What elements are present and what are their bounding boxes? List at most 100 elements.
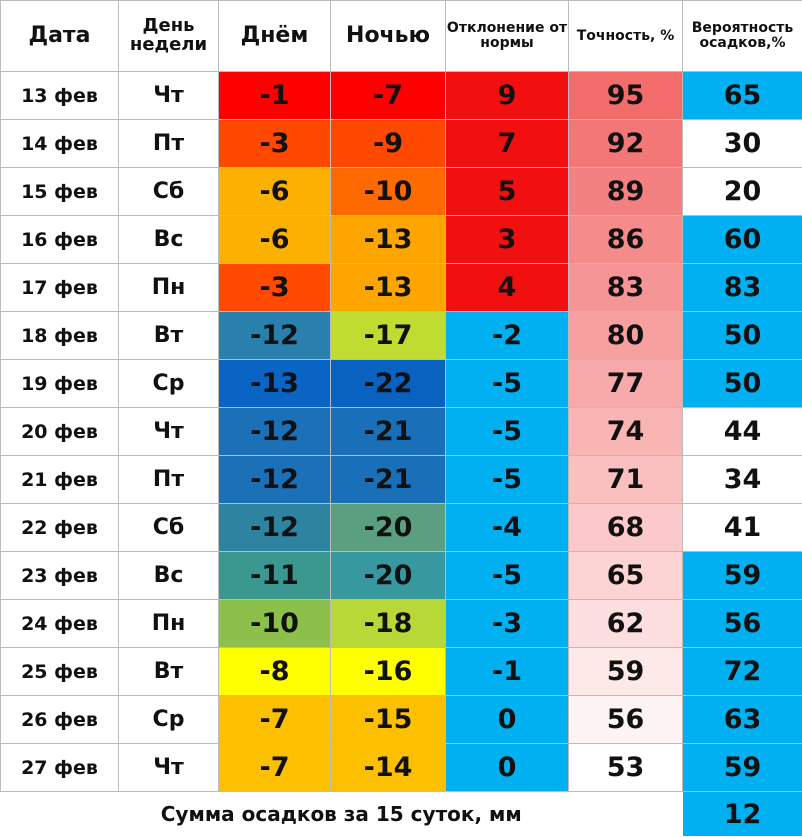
table-cell: 24 фев [1,600,119,648]
table-cell: -15 [331,696,446,744]
table-cell: -12 [219,456,331,504]
table-cell: Вт [119,648,219,696]
table-cell: -5 [446,552,569,600]
table-cell: 44 [683,408,802,456]
table-cell: Вс [119,216,219,264]
table-cell: -3 [446,600,569,648]
table-cell: 59 [683,744,802,792]
table-cell: 53 [569,744,683,792]
table-cell: -1 [219,72,331,120]
table-cell: 77 [569,360,683,408]
footer-value: 12 [683,792,802,837]
table-cell: 65 [683,72,802,120]
table-cell: -12 [219,408,331,456]
column-header: Днём [219,1,331,72]
table-cell: -5 [446,408,569,456]
table-cell: 59 [569,648,683,696]
table-cell: 22 фев [1,504,119,552]
table-cell: 23 фев [1,552,119,600]
table-cell: 30 [683,120,802,168]
table-cell: -2 [446,312,569,360]
table-cell: -6 [219,216,331,264]
table-cell: 86 [569,216,683,264]
table-cell: -10 [331,168,446,216]
column-header: Вероятность осадков,% [683,1,802,72]
table-cell: 26 фев [1,696,119,744]
table-cell: 50 [683,360,802,408]
table-cell: -5 [446,360,569,408]
table-cell: 63 [683,696,802,744]
table-cell: Пн [119,264,219,312]
table-cell: 14 фев [1,120,119,168]
table-cell: 62 [569,600,683,648]
table-cell: -13 [331,216,446,264]
column-header: Ночью [331,1,446,72]
table-cell: 0 [446,696,569,744]
table-cell: 9 [446,72,569,120]
column-header: Дата [1,1,119,72]
table-cell: 17 фев [1,264,119,312]
table-cell: -20 [331,504,446,552]
table-cell: -9 [331,120,446,168]
table-cell: Ср [119,360,219,408]
table-cell: 92 [569,120,683,168]
table-cell: Сб [119,168,219,216]
column-header: Отклонение от нормы [446,1,569,72]
table-cell: Вт [119,312,219,360]
table-cell: -16 [331,648,446,696]
table-cell: -11 [219,552,331,600]
table-cell: -13 [331,264,446,312]
table-cell: -5 [446,456,569,504]
table-cell: 89 [569,168,683,216]
table-cell: -12 [219,504,331,552]
table-cell: -8 [219,648,331,696]
table-cell: -21 [331,456,446,504]
table-cell: 7 [446,120,569,168]
table-cell: -6 [219,168,331,216]
table-cell: -4 [446,504,569,552]
table-cell: -7 [331,72,446,120]
table-cell: 74 [569,408,683,456]
table-cell: Пт [119,120,219,168]
table-cell: -7 [219,744,331,792]
table-cell: 27 фев [1,744,119,792]
table-cell: -22 [331,360,446,408]
table-cell: Пн [119,600,219,648]
table-cell: Вс [119,552,219,600]
table-cell: Ср [119,696,219,744]
table-cell: 59 [683,552,802,600]
table-cell: -12 [219,312,331,360]
table-cell: 56 [683,600,802,648]
table-cell: -7 [219,696,331,744]
table-cell: 13 фев [1,72,119,120]
table-cell: -3 [219,120,331,168]
table-cell: -18 [331,600,446,648]
table-cell: 95 [569,72,683,120]
table-cell: -10 [219,600,331,648]
table-cell: 71 [569,456,683,504]
table-cell: Сб [119,504,219,552]
table-cell: -21 [331,408,446,456]
table-cell: -1 [446,648,569,696]
table-cell: 50 [683,312,802,360]
table-cell: Чт [119,744,219,792]
table-cell: 18 фев [1,312,119,360]
table-cell: 72 [683,648,802,696]
